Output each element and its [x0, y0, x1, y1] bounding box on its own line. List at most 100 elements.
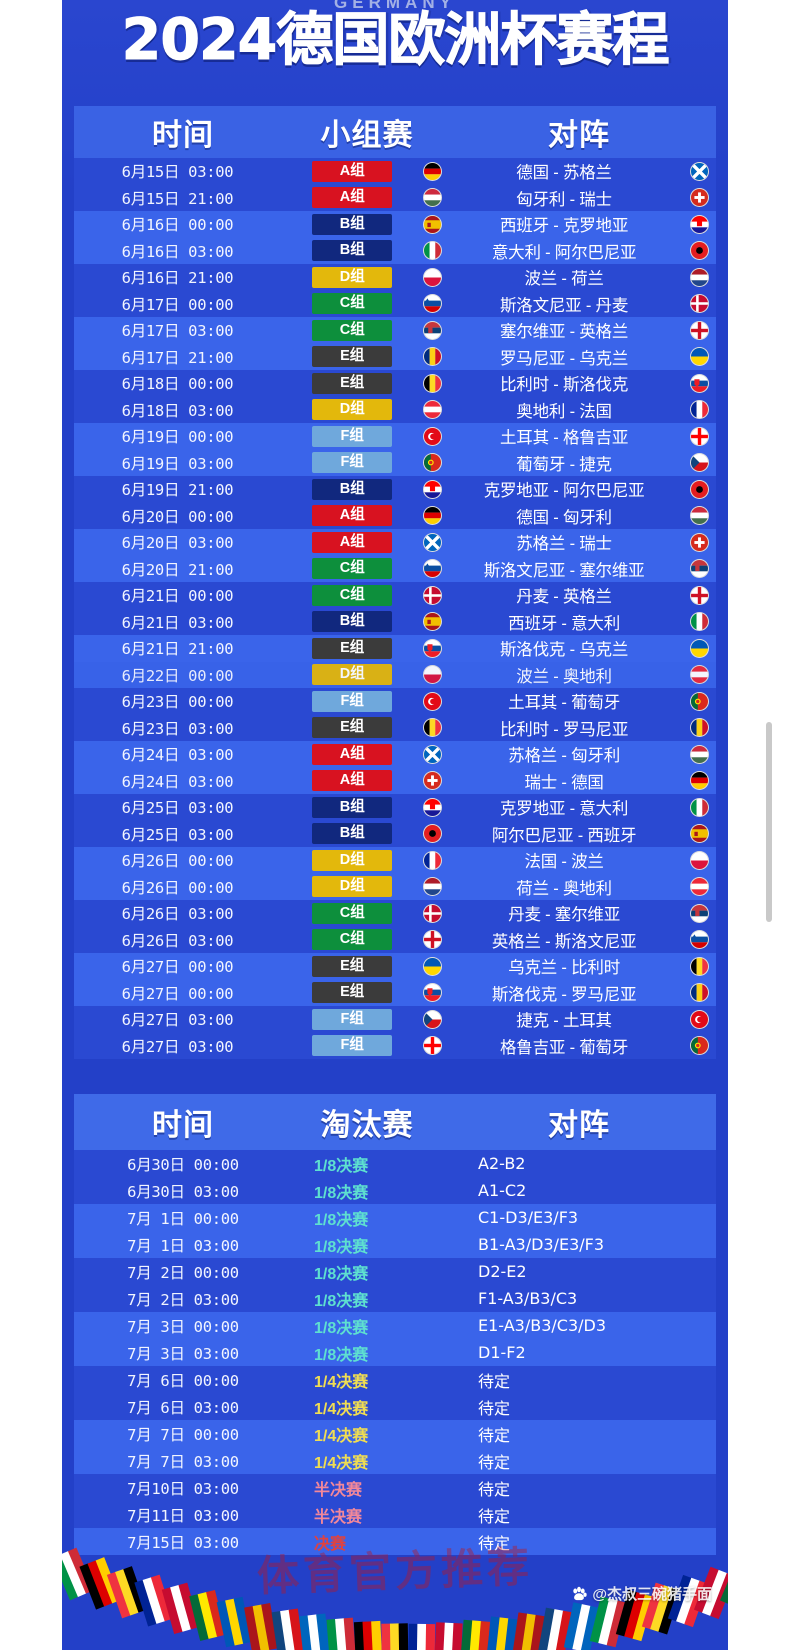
- table-row[interactable]: 6月18日 03:00 D组 奥地利 - 法国: [74, 396, 716, 423]
- knockout-stage-label: 半决赛: [314, 1508, 363, 1526]
- match-time: 7月 2日 03:00: [127, 1290, 239, 1309]
- status-badge: F组: [312, 1008, 393, 1030]
- status-badge: B组: [312, 478, 393, 500]
- flag-right-cell: [684, 585, 716, 605]
- table-row[interactable]: 7月 2日 03:00 1/8决赛 F1-A3/B3/C3: [74, 1285, 716, 1312]
- knockout-stage-label: 半决赛: [314, 1481, 363, 1499]
- match-teams: 意大利 - 阿尔巴尼亚: [491, 243, 637, 262]
- match-time: 6月21日 00:00: [121, 587, 234, 606]
- flag-left-belgium-icon: [423, 718, 443, 738]
- match-time: 6月19日 00:00: [121, 428, 234, 447]
- match-teams: 比利时 - 斯洛伐克: [499, 376, 629, 395]
- table-row[interactable]: 7月 3日 03:00 1/8决赛 D1-F2: [74, 1339, 716, 1366]
- match-cell: 格鲁吉亚 - 葡萄牙: [423, 1034, 683, 1058]
- table-row[interactable]: 7月 1日 00:00 1/8决赛 C1-D3/E3/F3: [74, 1204, 716, 1231]
- flag-left-slovenia-icon: [423, 294, 443, 314]
- table-row[interactable]: 6月20日 21:00 C组 斯洛文尼亚 - 塞尔维亚: [74, 555, 716, 582]
- flag-right-cell: [684, 612, 716, 632]
- table-row[interactable]: 6月15日 21:00 A组 匈牙利 - 瑞士: [74, 184, 716, 211]
- knockout-stage-label: 1/4决赛: [314, 1427, 369, 1445]
- table-row[interactable]: 6月24日 03:00 A组 苏格兰 - 匈牙利: [74, 741, 716, 768]
- flag-right-cell: [684, 559, 716, 579]
- table-row[interactable]: 6月20日 00:00 A组 德国 - 匈牙利: [74, 502, 716, 529]
- match-cell: 阿尔巴尼亚 - 西班牙: [423, 822, 683, 846]
- table-row[interactable]: 6月19日 03:00 F组 葡萄牙 - 捷克: [74, 449, 716, 476]
- table-row[interactable]: 6月27日 00:00 E组 乌克兰 - 比利时: [74, 953, 716, 980]
- table-row[interactable]: 7月15日 03:00 决赛 待定: [74, 1528, 716, 1555]
- match-time: 7月 3日 00:00: [127, 1317, 239, 1336]
- group-badge-cell: E组: [281, 346, 423, 368]
- table-row[interactable]: 6月21日 03:00 B组 西班牙 - 意大利: [74, 608, 716, 635]
- table-row[interactable]: 6月16日 21:00 D组 波兰 - 荷兰: [74, 264, 716, 291]
- match-cell: 克罗地亚 - 意大利: [423, 795, 683, 819]
- table-row[interactable]: 6月30日 00:00 1/8决赛 A2-B2: [74, 1150, 716, 1177]
- match-teams: 斯洛伐克 - 罗马尼亚: [491, 985, 637, 1004]
- match-time: 7月 3日 03:00: [127, 1344, 239, 1363]
- table-row[interactable]: 6月21日 21:00 E组 斯洛伐克 - 乌克兰: [74, 635, 716, 662]
- table-row[interactable]: 6月26日 00:00 D组 法国 - 波兰: [74, 847, 716, 874]
- flag-left-denmark-icon: [423, 585, 443, 605]
- table-row[interactable]: 7月 2日 00:00 1/8决赛 D2-E2: [74, 1258, 716, 1285]
- page-scrollbar-thumb[interactable]: [766, 722, 772, 922]
- table-row[interactable]: 6月26日 03:00 C组 英格兰 - 斯洛文尼亚: [74, 926, 716, 953]
- flag-left-turkey-icon: [423, 426, 443, 446]
- flag-left-romania-icon: [423, 347, 443, 367]
- table-row[interactable]: 6月23日 00:00 F组 土耳其 - 葡萄牙: [74, 688, 716, 715]
- table-row[interactable]: 6月20日 03:00 A组 苏格兰 - 瑞士: [74, 529, 716, 556]
- match-teams: 英格兰 - 斯洛文尼亚: [491, 932, 637, 951]
- flag-left-france-icon: [423, 850, 443, 870]
- flag-right-cell: [684, 426, 716, 446]
- table-row[interactable]: 6月17日 00:00 C组 斯洛文尼亚 - 丹麦: [74, 290, 716, 317]
- table-row[interactable]: 6月21日 00:00 C组 丹麦 - 英格兰: [74, 582, 716, 609]
- table-row[interactable]: 7月 1日 03:00 1/8决赛 B1-A3/D3/E3/F3: [74, 1231, 716, 1258]
- group-badge-cell: A组: [281, 531, 423, 553]
- table-row[interactable]: 6月17日 21:00 E组 罗马尼亚 - 乌克兰: [74, 343, 716, 370]
- table-row[interactable]: 7月11日 03:00 半决赛 待定: [74, 1501, 716, 1528]
- table-row[interactable]: 6月23日 03:00 E组 比利时 - 罗马尼亚: [74, 714, 716, 741]
- table-row[interactable]: 6月24日 03:00 A组 瑞士 - 德国: [74, 767, 716, 794]
- flag-right-austria-icon: [690, 877, 710, 897]
- status-badge: C组: [312, 929, 393, 951]
- table-row[interactable]: 7月 3日 00:00 1/8决赛 E1-A3/B3/C3/D3: [74, 1312, 716, 1339]
- group-badge-cell: C组: [281, 558, 423, 580]
- table-row[interactable]: 6月30日 03:00 1/8决赛 A1-C2: [74, 1177, 716, 1204]
- table-row[interactable]: 6月22日 00:00 D组 波兰 - 奥地利: [74, 661, 716, 688]
- knockout-stage-label: 1/8决赛: [314, 1319, 369, 1337]
- match-teams: 克罗地亚 - 意大利: [499, 800, 629, 819]
- table-row[interactable]: 6月27日 03:00 F组 格鲁吉亚 - 葡萄牙: [74, 1032, 716, 1059]
- table-row[interactable]: 6月25日 03:00 B组 克罗地亚 - 意大利: [74, 794, 716, 821]
- table-row[interactable]: 7月 7日 00:00 1/4决赛 待定: [74, 1420, 716, 1447]
- table-row[interactable]: 7月 6日 00:00 1/4决赛 待定: [74, 1366, 716, 1393]
- match-teams: 瑞士 - 德国: [524, 773, 604, 792]
- status-badge: C组: [312, 293, 393, 315]
- table-row[interactable]: 7月10日 03:00 半决赛 待定: [74, 1474, 716, 1501]
- table-row[interactable]: 7月 6日 03:00 1/4决赛 待定: [74, 1393, 716, 1420]
- status-badge: D组: [312, 849, 393, 871]
- flag-right-italy-icon: [690, 797, 710, 817]
- table-row[interactable]: 6月25日 03:00 B组 阿尔巴尼亚 - 西班牙: [74, 820, 716, 847]
- match-teams: 克罗地亚 - 阿尔巴尼亚: [483, 482, 645, 501]
- knockout-stage-cell: 1/4决赛: [292, 1422, 472, 1446]
- match-time: 6月23日 03:00: [121, 719, 234, 738]
- table-row[interactable]: 7月 7日 03:00 1/4决赛 待定: [74, 1447, 716, 1474]
- table-row[interactable]: 6月18日 00:00 E组 比利时 - 斯洛伐克: [74, 370, 716, 397]
- table-row[interactable]: 6月17日 03:00 C组 塞尔维亚 - 英格兰: [74, 317, 716, 344]
- table-row[interactable]: 6月26日 00:00 D组 荷兰 - 奥地利: [74, 873, 716, 900]
- table-row[interactable]: 6月15日 03:00 A组 德国 - 苏格兰: [74, 158, 716, 185]
- table-row[interactable]: 6月19日 00:00 F组 土耳其 - 格鲁吉亚: [74, 423, 716, 450]
- knockout-stage-cell: 1/8决赛: [292, 1179, 472, 1203]
- match-cell: 瑞士 - 德国: [423, 769, 683, 793]
- group-badge-cell: C组: [281, 319, 423, 341]
- table-row[interactable]: 6月19日 21:00 B组 克罗地亚 - 阿尔巴尼亚: [74, 476, 716, 503]
- flag-left-germany-icon: [423, 161, 443, 181]
- match-teams: 格鲁吉亚 - 葡萄牙: [499, 1038, 629, 1057]
- match-time: 6月24日 03:00: [121, 746, 234, 765]
- table-row[interactable]: 6月16日 00:00 B组 西班牙 - 克罗地亚: [74, 211, 716, 238]
- table-row[interactable]: 6月26日 03:00 C组 丹麦 - 塞尔维亚: [74, 900, 716, 927]
- match-time: 6月20日 21:00: [121, 560, 234, 579]
- status-badge: B组: [312, 611, 393, 633]
- table-row[interactable]: 6月27日 03:00 F组 捷克 - 土耳其: [74, 1006, 716, 1033]
- table-row[interactable]: 6月16日 03:00 B组 意大利 - 阿尔巴尼亚: [74, 237, 716, 264]
- match-cell: 捷克 - 土耳其: [423, 1007, 683, 1031]
- table-row[interactable]: 6月27日 00:00 E组 斯洛伐克 - 罗马尼亚: [74, 979, 716, 1006]
